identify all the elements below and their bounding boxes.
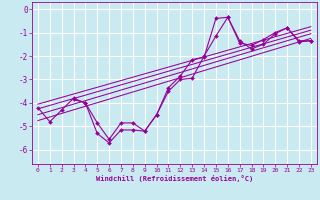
X-axis label: Windchill (Refroidissement éolien,°C): Windchill (Refroidissement éolien,°C) [96, 175, 253, 182]
